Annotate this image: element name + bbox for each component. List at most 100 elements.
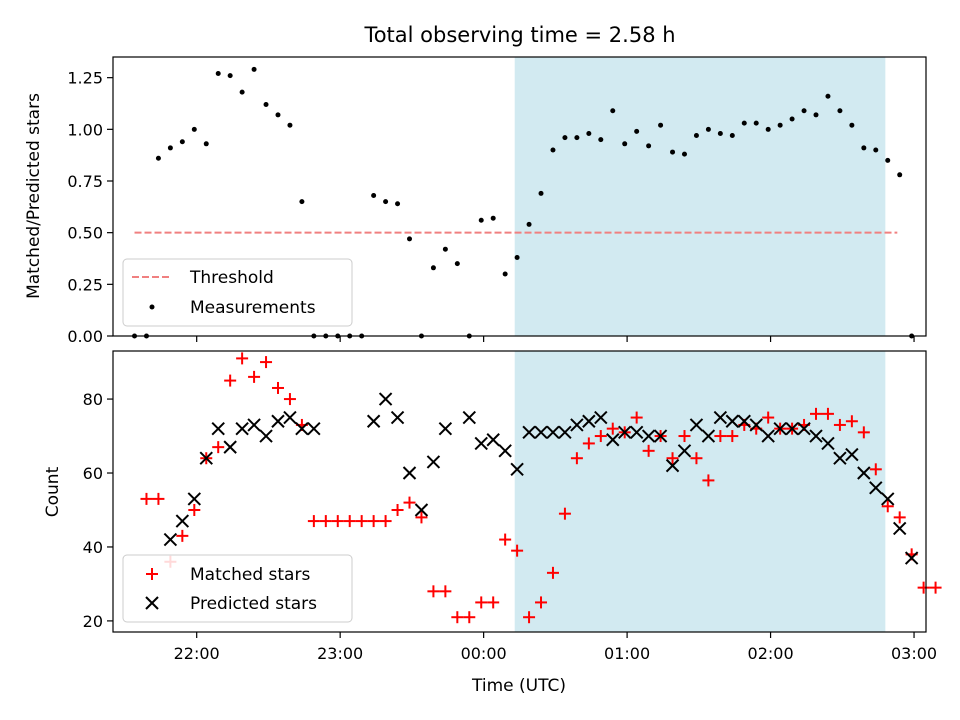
bot-predicted-starspoint-10 xyxy=(283,410,297,425)
bot-matched-starspoint-31 xyxy=(511,544,524,557)
bot-predicted-starspoint-40 xyxy=(701,429,716,443)
bot-predicted-starspoint-9 xyxy=(271,414,285,428)
top-ytick-label-1: 0.25 xyxy=(67,275,103,294)
top-measurementspoint-40 xyxy=(610,108,616,114)
bot-ytick-label-1: 40 xyxy=(83,538,103,557)
bot-predicted-starspoint-56 xyxy=(892,521,907,536)
bot-ytick-label-0: 20 xyxy=(83,612,103,631)
bot-predicted-starspoint-29 xyxy=(570,418,584,432)
bottom-legend-matched-label: Matched stars xyxy=(190,565,310,585)
top-measurementspoint-3 xyxy=(167,145,173,151)
bot-xtick-label-5: 03:00 xyxy=(891,644,937,663)
bottom-y-ticks: 20 40 60 80 xyxy=(83,390,113,631)
top-measurementspoint-5 xyxy=(191,126,197,132)
bot-predicted-starspoint-16 xyxy=(402,466,417,480)
bot-matched-starspoint-7 xyxy=(224,374,237,387)
top-ytick-label-5: 1.25 xyxy=(67,69,103,88)
top-x-ticks xyxy=(196,336,915,342)
top-measurementspoint-59 xyxy=(837,108,843,114)
bot-matched-starspoint-52 xyxy=(762,411,775,424)
bot-matched-starspoint-56 xyxy=(810,407,823,420)
bot-predicted-starspoint-46 xyxy=(773,421,787,436)
top-measurementspoint-61 xyxy=(861,145,867,151)
top-measurementspoint-22 xyxy=(395,201,401,207)
bot-predicted-starspoint-43 xyxy=(737,414,751,428)
bot-predicted-starspoint-52 xyxy=(845,447,859,462)
bot-matched-starspoint-1 xyxy=(152,492,165,505)
bot-predicted-starspoint-32 xyxy=(606,433,620,447)
bot-matched-starspoint-63 xyxy=(893,511,906,524)
top-measurementspoint-12 xyxy=(275,112,281,118)
bot-matched-starspoint-32 xyxy=(523,611,536,624)
bot-predicted-starspoint-7 xyxy=(247,418,261,432)
top-measurementspoint-54 xyxy=(777,122,783,128)
bot-predicted-starspoint-54 xyxy=(869,481,883,495)
bot-matched-starspoint-38 xyxy=(594,430,607,443)
bot-matched-starspoint-61 xyxy=(869,463,882,476)
top-ytick-label-0: 0.00 xyxy=(67,327,103,346)
bot-matched-starspoint-33 xyxy=(535,596,548,609)
top-measurementspoint-58 xyxy=(825,93,831,99)
top-measurementspoint-60 xyxy=(849,122,855,128)
bot-matched-starspoint-39 xyxy=(606,422,619,435)
top-measurementspoint-57 xyxy=(813,112,819,118)
top-legend-measurements-label: Measurements xyxy=(190,298,316,318)
bot-xtick-label-1: 23:00 xyxy=(317,644,363,663)
top-title: Total observing time = 2.58 h xyxy=(363,23,675,47)
bot-matched-starspoint-18 xyxy=(355,515,368,528)
bot-matched-starspoint-57 xyxy=(821,407,834,420)
bot-matched-starspoint-44 xyxy=(666,452,679,465)
bot-ytick-label-2: 60 xyxy=(83,464,103,483)
bot-matched-starspoint-26 xyxy=(451,611,464,624)
bot-predicted-starspoint-33 xyxy=(618,425,632,440)
top-measurementspoint-42 xyxy=(634,128,640,134)
bot-matched-starspoint-41 xyxy=(630,411,643,424)
top-measurementspoint-46 xyxy=(681,151,687,157)
bot-predicted-starspoint-4 xyxy=(211,421,225,436)
top-measurementspoint-48 xyxy=(705,126,711,132)
bot-matched-starspoint-65 xyxy=(917,581,930,594)
top-measurementspoint-50 xyxy=(729,133,735,139)
top-measurementspoint-26 xyxy=(442,246,448,252)
bot-matched-starspoint-12 xyxy=(283,393,296,406)
bot-matched-starspoint-42 xyxy=(642,444,655,457)
bot-xtick-label-2: 00:00 xyxy=(461,644,507,663)
bot-predicted-starspoint-44 xyxy=(749,418,763,432)
bot-predicted-starspoint-48 xyxy=(797,421,811,436)
bot-matched-starspoint-34 xyxy=(546,566,559,579)
top-measurementspoint-47 xyxy=(693,133,699,139)
bot-predicted-starspoint-47 xyxy=(785,421,799,436)
bottom-legend-box xyxy=(122,554,353,623)
top-legend-threshold-label: Threshold xyxy=(189,268,274,288)
bot-matched-starspoint-10 xyxy=(260,356,273,369)
bottom-x-ticks: 22:00 23:00 00:00 01:00 02:00 03:00 xyxy=(174,632,937,663)
bottom-plot-frame xyxy=(112,350,927,633)
top-measurementspoint-4 xyxy=(179,139,185,145)
bot-predicted-starspoint-39 xyxy=(689,418,704,432)
bot-predicted-starspoint-21 xyxy=(474,436,488,451)
bot-matched-starspoint-8 xyxy=(236,352,249,365)
bot-matched-starspoint-15 xyxy=(319,515,332,528)
top-legend-box xyxy=(122,258,353,327)
bot-xtick-label-4: 02:00 xyxy=(748,644,794,663)
top-measurementspoint-56 xyxy=(801,108,807,114)
bot-matched-starspoint-16 xyxy=(331,515,344,528)
bot-matched-starspoint-23 xyxy=(415,511,428,524)
bot-predicted-starspoint-55 xyxy=(881,492,895,506)
top-measurementspoint-45 xyxy=(670,149,676,155)
top-measurementspoint-37 xyxy=(574,135,580,141)
bottom-legend-predicted-swatch xyxy=(145,596,159,610)
top-measurementspoint-11 xyxy=(263,102,269,108)
top-legend-measurements-swatch xyxy=(149,304,155,310)
bottom-y-axis-label: Count xyxy=(43,466,63,517)
top-measurementspoint-14 xyxy=(299,199,305,205)
top-measurementspoint-10 xyxy=(251,66,257,72)
top-measurementspoint-25 xyxy=(430,265,436,271)
top-measurementspoint-44 xyxy=(658,122,664,128)
bot-matched-starspoint-36 xyxy=(570,452,583,465)
top-measurementspoint-13 xyxy=(287,122,293,128)
bot-predicted-starspoint-22 xyxy=(486,433,500,447)
top-measurementspoint-41 xyxy=(622,141,628,147)
top-measurementspoint-64 xyxy=(897,172,903,178)
